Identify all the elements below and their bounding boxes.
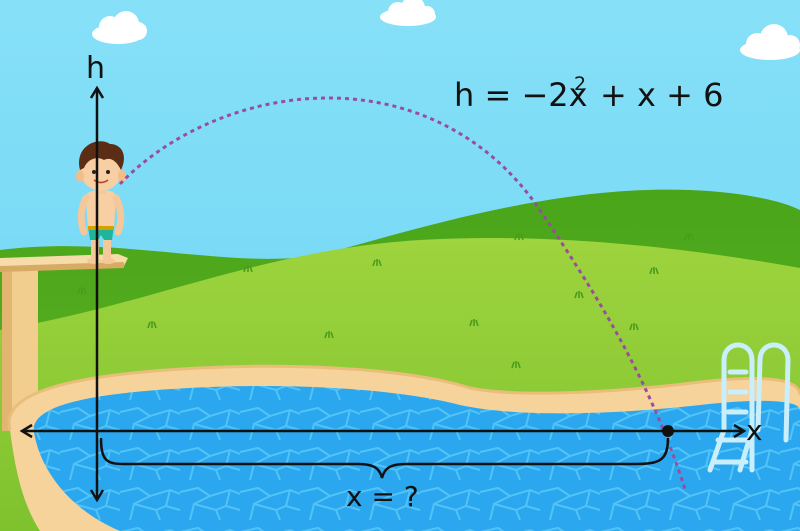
x-axis [19,423,747,439]
x-axis-label: x [746,414,763,447]
pool-ladder [707,342,791,473]
boy-diver [76,141,126,264]
h-axis-label: h [86,51,105,86]
equation-main: h = −2x [454,76,588,114]
landing-point [662,425,674,437]
cloud-icon [740,24,800,60]
x-question-label: x = ? [346,480,419,513]
dive-trajectory [118,96,688,493]
equation-exponent: 2 [574,73,586,95]
x-distance-brace [99,437,670,479]
pool-water [33,386,800,531]
equation-rest: + x + 6 [600,76,723,114]
pool-rim-edge [7,364,800,431]
cloud-icon [380,0,436,26]
cloud-icon [92,11,147,44]
